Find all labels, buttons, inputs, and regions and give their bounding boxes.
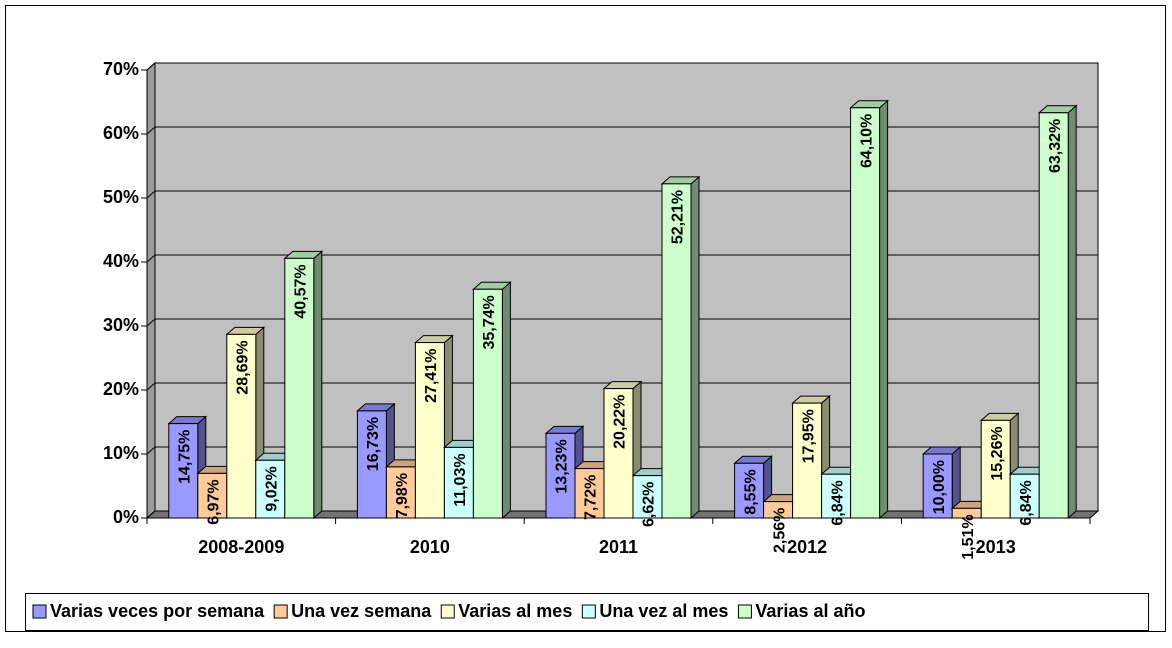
bar-front [850,107,881,519]
data-label: 28,69% [235,340,252,394]
grid-line [146,190,1098,199]
legend-label: Una vez semana [291,601,432,621]
bar-front [472,288,503,519]
data-label: 14,75% [177,430,194,484]
y-tick-label: 40% [103,251,139,271]
data-label: 64,10% [858,114,875,168]
y-tick-label: 20% [103,379,139,399]
bar-front [603,388,634,519]
data-label: 1,51% [960,514,977,559]
data-label: 2,56% [771,508,788,553]
data-label: 7,72% [583,475,600,520]
x-tick-label: 2012 [787,537,827,557]
grid-line [146,254,1098,263]
legend-swatch [440,604,455,619]
x-tick-label: 2011 [599,537,638,557]
data-label: 6,97% [206,479,223,524]
x-tick-label: 2013 [976,537,1016,557]
bar-front [197,472,228,519]
data-label: 20,22% [612,395,629,449]
bar-front [385,466,416,519]
y-tick-label: 0% [113,507,139,527]
bar-front [821,473,852,519]
data-label: 15,26% [989,426,1006,480]
data-label: 13,23% [554,439,571,493]
data-label: 9,02% [264,466,281,511]
legend-label: Una vez al mes [599,601,728,621]
legend-label: Varias al mes [458,601,572,621]
bar-front [284,257,315,519]
data-label: 17,95% [800,409,817,463]
bar-front [443,446,474,519]
x-tick-label: 2008-2009 [198,537,284,557]
bar [414,334,454,520]
legend-label: Varias al año [755,601,865,621]
bar-front [980,419,1011,519]
bar-side [313,250,323,520]
y-tick-label: 30% [103,315,139,335]
legend-label: Varias veces por semana [50,601,265,621]
side-wall [146,61,156,520]
grid-line [146,126,1098,135]
data-label: 11,03% [452,453,469,506]
bar-front [661,183,692,519]
x-tick-label: 2010 [410,537,450,557]
data-label: 6,62% [641,482,658,527]
y-tick-label: 50% [103,187,139,207]
bar [472,281,512,520]
grid-line [146,62,1098,71]
bar-front [734,462,765,519]
data-label: 63,32% [1047,119,1064,173]
data-label: 16,73% [365,417,382,471]
bar-side [690,175,700,520]
bar [225,326,266,520]
legend-swatch [737,604,752,619]
bar-front [414,342,445,519]
legend-swatch [581,604,596,619]
data-label: 27,41% [423,349,440,403]
bar-front [792,402,823,519]
grid-line [146,446,1098,455]
bar-front [356,410,387,519]
bar [849,99,889,520]
bar [921,445,962,520]
data-label: 35,74% [481,295,498,349]
bar-side [501,281,511,520]
grid-line [146,318,1098,327]
legend-swatch [32,604,47,619]
data-label: 40,57% [293,264,310,318]
bar-side [879,99,889,520]
grid-line [146,382,1098,391]
data-label: 6,84% [829,480,846,525]
data-label: 8,55% [742,469,759,514]
legend-swatch [273,604,288,619]
bar-front [632,475,663,519]
bar [602,380,643,520]
bar-front [255,459,286,519]
bar [1037,104,1078,520]
bar-front [1038,112,1069,519]
bar-front [922,453,953,519]
data-label: 7,98% [394,473,411,518]
y-tick-label: 60% [103,123,139,143]
bar-front [226,333,257,519]
data-label: 52,21% [670,190,687,244]
y-tick-label: 10% [103,443,139,463]
bar [283,250,324,520]
bar-front [168,423,199,519]
data-label: 10,00% [931,460,948,514]
bar-side [1067,104,1077,520]
bar [979,412,1020,520]
data-label: 6,84% [1018,480,1035,525]
y-tick-label: 70% [103,59,139,79]
bar [660,175,701,520]
